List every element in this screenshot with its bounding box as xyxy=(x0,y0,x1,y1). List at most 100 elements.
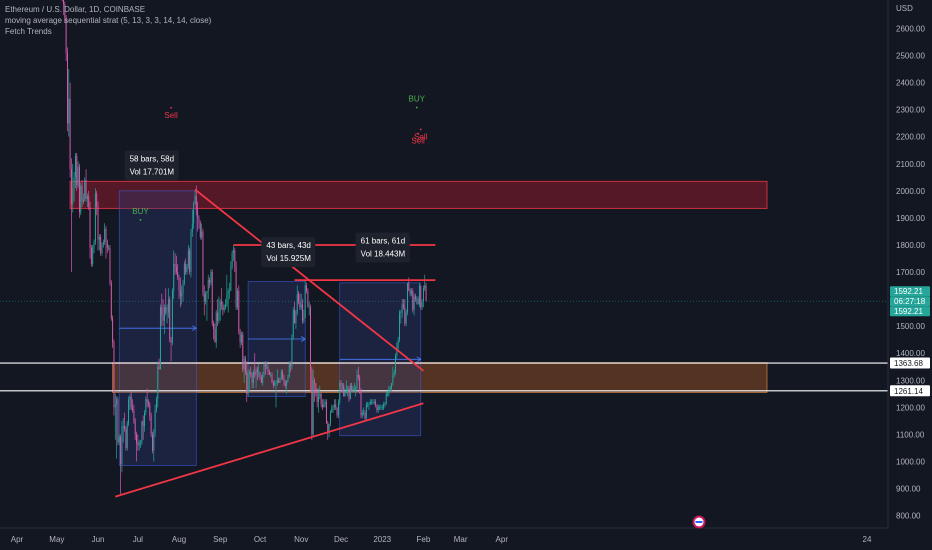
candle-body xyxy=(302,304,304,321)
measure-labels-layer: 58 bars, 58d Vol 17.701M 43 bars, 43d Vol 1… xyxy=(124,150,410,268)
price-tick: 2400.00 xyxy=(896,79,925,88)
candle-body xyxy=(336,407,338,416)
signal-marker xyxy=(417,132,419,135)
legend-indicator[interactable]: Fetch Trends xyxy=(5,27,52,36)
candle-body xyxy=(284,382,286,386)
candle-body xyxy=(333,404,335,408)
candle-body xyxy=(106,242,108,248)
price-tick: 1300.00 xyxy=(896,376,925,385)
legend-symbol[interactable]: Ethereum / U.S. Dollar, 1D, COINBASE xyxy=(5,5,146,14)
candle-body xyxy=(165,307,167,313)
measure-label-volume: Vol 15.925M xyxy=(266,254,311,263)
candle-body xyxy=(258,372,260,373)
measure-label-box xyxy=(355,232,410,263)
candle-body xyxy=(190,231,192,273)
candle-body xyxy=(414,296,416,300)
candle-body xyxy=(179,290,181,297)
candle-body xyxy=(372,401,374,403)
candle-body xyxy=(359,377,361,392)
candle-body xyxy=(320,393,322,405)
signal-marker xyxy=(415,106,418,109)
candle-body xyxy=(361,412,363,416)
candle-body xyxy=(221,301,223,305)
price-tick: 2100.00 xyxy=(896,160,925,169)
level-tag-upper-bg xyxy=(890,357,930,369)
candle-body xyxy=(383,404,385,408)
candle-body xyxy=(149,404,151,416)
candle-body xyxy=(209,280,211,283)
legend-strategy[interactable]: moving average sequential strat (5, 13, … xyxy=(5,16,212,25)
candle-body xyxy=(128,399,130,424)
candle-body xyxy=(316,391,318,402)
candle-body xyxy=(263,364,265,375)
candle-body xyxy=(369,401,371,405)
candle-body xyxy=(424,285,426,289)
candle-body xyxy=(104,228,106,243)
candle-body xyxy=(195,196,197,210)
candle-body xyxy=(169,299,171,340)
price-axis[interactable]: USD 2600.00 2500.00 2400.00 2300.00 2200.00 2… xyxy=(896,4,925,521)
candle-body xyxy=(101,244,103,254)
zone-demand xyxy=(112,362,768,393)
candle-body xyxy=(137,442,139,446)
candle-body xyxy=(400,312,402,314)
candle-body xyxy=(255,369,257,375)
candle-body xyxy=(283,377,285,383)
candle-body xyxy=(150,415,152,435)
zone-supply xyxy=(69,180,768,209)
candle-body xyxy=(410,290,412,294)
candle-body xyxy=(247,372,249,394)
signal-label-buy: BUY xyxy=(409,95,426,104)
candle-body xyxy=(416,299,418,300)
candle-body xyxy=(222,304,224,310)
time-tick: Oct xyxy=(254,535,267,544)
candle-body xyxy=(121,426,123,465)
candle-body xyxy=(80,185,82,213)
candle-body xyxy=(191,223,193,232)
time-tick: Feb xyxy=(417,535,431,544)
candle-body xyxy=(112,318,114,343)
price-tick: 1800.00 xyxy=(896,241,925,250)
candle-body xyxy=(288,364,290,378)
candle-body xyxy=(86,196,88,199)
trendline xyxy=(115,402,424,498)
candle-body xyxy=(296,293,298,313)
time-axis[interactable]: Apr May Jun Jul Aug Sep Oct Nov Dec 2023 Feb Mar Apr… xyxy=(11,535,872,544)
logo-badge[interactable] xyxy=(692,515,706,529)
candle-body xyxy=(175,266,177,273)
candle-body xyxy=(118,437,120,443)
candle-body xyxy=(290,364,292,367)
candle-body xyxy=(70,169,72,205)
candle-body xyxy=(199,223,201,237)
candle-body xyxy=(395,355,396,373)
candle-body xyxy=(256,369,258,373)
measure-label-box xyxy=(261,237,316,268)
candle-body xyxy=(385,393,387,405)
candles-layer xyxy=(61,0,427,494)
candle-body xyxy=(163,307,165,321)
candle-body xyxy=(170,339,172,343)
candle-body xyxy=(239,331,241,343)
candle-body xyxy=(391,382,393,389)
candle-body xyxy=(287,377,289,381)
candle-body xyxy=(145,399,147,413)
candle-body xyxy=(242,334,244,370)
candle-body xyxy=(268,372,270,375)
candle-body xyxy=(136,434,138,443)
candle-body xyxy=(412,290,414,310)
candle-body xyxy=(274,382,276,386)
candle-body xyxy=(64,4,66,18)
candle-body xyxy=(151,434,153,451)
candle-body xyxy=(267,366,269,373)
candle-body xyxy=(340,382,342,386)
candle-body xyxy=(266,366,268,368)
candle-body xyxy=(94,193,96,243)
candle-body xyxy=(230,266,232,291)
candle-body xyxy=(108,247,110,249)
time-tick: Apr xyxy=(11,535,24,544)
candle-body xyxy=(178,277,180,291)
candle-body xyxy=(159,307,161,370)
price-tick: 1400.00 xyxy=(896,349,925,358)
